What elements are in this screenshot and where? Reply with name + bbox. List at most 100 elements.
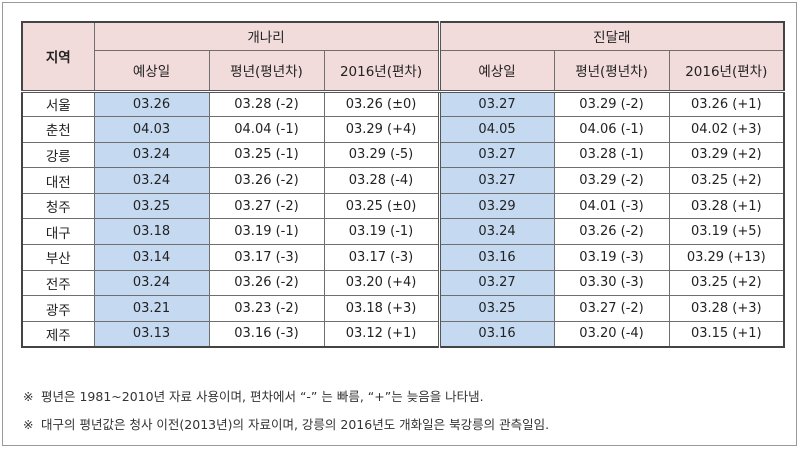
column-header: 예상일 (437, 49, 555, 93)
region-cell: 대구 (21, 218, 95, 246)
column-header: 2016년(편차) (668, 49, 786, 93)
forsythia-2016-cell: 03.18 (+3) (323, 295, 440, 322)
forsythia-normal-cell: 03.23 (-2) (208, 295, 325, 322)
header-row-groups: 지역 개나리 진달래 (21, 21, 786, 93)
azalea-normal-cell: 03.29 (-2) (553, 90, 670, 118)
forsythia-2016-cell: 03.12 (+1) (323, 320, 440, 348)
forsythia-normal-cell: 03.28 (-2) (208, 90, 325, 118)
forsythia-2016-cell: 03.29 (-5) (323, 141, 440, 169)
azalea-2016-cell: 04.02 (+3) (668, 116, 786, 143)
region-cell: 부산 (21, 244, 95, 271)
forsythia-normal-cell: 03.19 (-1) (208, 218, 325, 246)
azalea-predicted-date-cell: 03.27 (437, 141, 555, 169)
region-cell: 춘천 (21, 116, 95, 143)
azalea-2016-cell: 03.15 (+1) (668, 320, 786, 348)
forsythia-predicted-date-cell: 04.03 (93, 116, 210, 143)
column-header: 예상일 (93, 49, 210, 93)
region-cell: 강릉 (21, 141, 95, 169)
region-cell: 전주 (21, 269, 95, 297)
table-row: 부산 03.14 03.17 (-3) 03.17 (-3) 03.16 03.19 (-… (21, 244, 786, 271)
azalea-predicted-date-cell: 03.16 (437, 320, 555, 348)
azalea-normal-cell: 03.26 (-2) (553, 218, 670, 246)
azalea-2016-cell: 03.28 (+3) (668, 295, 786, 322)
forsythia-normal-cell: 03.26 (-2) (208, 269, 325, 297)
forsythia-2016-cell: 03.29 (+4) (323, 116, 440, 143)
table-row: 서울 03.26 03.28 (-2) 03.26 (±0) 03.27 03.29 (-… (21, 90, 786, 118)
azalea-predicted-date-cell: 03.16 (437, 244, 555, 271)
forsythia-normal-cell: 03.27 (-2) (208, 192, 325, 220)
forsythia-predicted-date-cell: 03.13 (93, 320, 210, 348)
azalea-2016-cell: 03.25 (+2) (668, 269, 786, 297)
forsythia-2016-cell: 03.25 (±0) (323, 192, 440, 220)
azalea-normal-cell: 03.19 (-3) (553, 244, 670, 271)
azalea-normal-cell: 03.27 (-2) (553, 295, 670, 322)
table-row: 강릉 03.24 03.25 (-1) 03.29 (-5) 03.27 03.28 (-… (21, 141, 786, 169)
azalea-predicted-date-cell: 03.25 (437, 295, 555, 322)
forsythia-predicted-date-cell: 03.18 (93, 218, 210, 246)
forsythia-predicted-date-cell: 03.24 (93, 269, 210, 297)
azalea-normal-cell: 04.01 (-3) (553, 192, 670, 220)
footnote: ※ 대구의 평년값은 청사 이전(2013년)의 자료이며, 강릉의 2016년도… (23, 411, 783, 439)
footnotes: ※ 평년은 1981~2010년 자료 사용이며, 편차에서 “-” 는 빠름, … (23, 383, 783, 439)
flowering-forecast-table: 지역 개나리 진달래 예상일 평년(평년차) 2016년(편차) 예상일 평년(… (21, 21, 786, 348)
forsythia-predicted-date-cell: 03.24 (93, 167, 210, 194)
forsythia-normal-cell: 04.04 (-1) (208, 116, 325, 143)
table-row: 제주 03.13 03.16 (-3) 03.12 (+1) 03.16 03.20 (-… (21, 320, 786, 348)
forsythia-2016-cell: 03.20 (+4) (323, 269, 440, 297)
column-header: 평년(평년차) (208, 49, 325, 93)
column-header: 2016년(편차) (323, 49, 440, 93)
table-row: 대구 03.18 03.19 (-1) 03.19 (-1) 03.24 03.26 (-… (21, 218, 786, 246)
azalea-predicted-date-cell: 03.27 (437, 167, 555, 194)
forsythia-normal-cell: 03.26 (-2) (208, 167, 325, 194)
table-row: 춘천 04.03 04.04 (-1) 03.29 (+4) 04.05 04.06 (-… (21, 116, 786, 143)
azalea-2016-cell: 03.29 (+13) (668, 244, 786, 271)
forsythia-2016-cell: 03.17 (-3) (323, 244, 440, 271)
forsythia-predicted-date-cell: 03.14 (93, 244, 210, 271)
forsythia-normal-cell: 03.16 (-3) (208, 320, 325, 348)
forsythia-predicted-date-cell: 03.24 (93, 141, 210, 169)
azalea-predicted-date-cell: 04.05 (437, 116, 555, 143)
forsythia-normal-cell: 03.25 (-1) (208, 141, 325, 169)
table-row: 청주 03.25 03.27 (-2) 03.25 (±0) 03.29 04.01 (-… (21, 192, 786, 220)
table-row: 대전 03.24 03.26 (-2) 03.28 (-4) 03.27 03.29 (-… (21, 167, 786, 194)
region-header: 지역 (21, 21, 95, 93)
forsythia-group-header: 개나리 (93, 21, 440, 51)
azalea-2016-cell: 03.19 (+5) (668, 218, 786, 246)
header-row-columns: 예상일 평년(평년차) 2016년(편차) 예상일 평년(평년차) 2016년(… (22, 49, 786, 93)
column-header: 평년(평년차) (553, 49, 670, 93)
azalea-2016-cell: 03.25 (+2) (668, 167, 786, 194)
table-row: 광주 03.21 03.23 (-2) 03.18 (+3) 03.25 03.27 (-… (21, 295, 786, 322)
azalea-group-header: 진달래 (437, 21, 786, 51)
region-cell: 제주 (21, 320, 95, 348)
azalea-predicted-date-cell: 03.27 (437, 90, 555, 118)
region-cell: 청주 (21, 192, 95, 220)
azalea-2016-cell: 03.26 (+1) (668, 90, 786, 118)
azalea-2016-cell: 03.28 (+1) (668, 192, 786, 220)
azalea-normal-cell: 03.30 (-3) (553, 269, 670, 297)
azalea-normal-cell: 03.28 (-1) (553, 141, 670, 169)
footnote-text: 대구의 평년값은 청사 이전(2013년)의 자료이며, 강릉의 2016년도 … (41, 417, 550, 432)
azalea-2016-cell: 03.29 (+2) (668, 141, 786, 169)
azalea-predicted-date-cell: 03.27 (437, 269, 555, 297)
azalea-predicted-date-cell: 03.29 (437, 192, 555, 220)
forsythia-predicted-date-cell: 03.25 (93, 192, 210, 220)
azalea-normal-cell: 03.20 (-4) (553, 320, 670, 348)
region-cell: 광주 (21, 295, 95, 322)
forsythia-2016-cell: 03.28 (-4) (323, 167, 440, 194)
note-mark: ※ (23, 417, 34, 432)
region-cell: 대전 (21, 167, 95, 194)
forsythia-2016-cell: 03.19 (-1) (323, 218, 440, 246)
forsythia-2016-cell: 03.26 (±0) (323, 90, 440, 118)
azalea-normal-cell: 03.29 (-2) (553, 167, 670, 194)
forsythia-predicted-date-cell: 03.21 (93, 295, 210, 322)
forsythia-predicted-date-cell: 03.26 (93, 90, 210, 118)
footnote-text: 평년은 1981~2010년 자료 사용이며, 편차에서 “-” 는 빠름, “… (41, 389, 484, 404)
azalea-normal-cell: 04.06 (-1) (553, 116, 670, 143)
forsythia-normal-cell: 03.17 (-3) (208, 244, 325, 271)
azalea-predicted-date-cell: 03.24 (437, 218, 555, 246)
table-row: 전주 03.24 03.26 (-2) 03.20 (+4) 03.27 03.30 (-… (21, 269, 786, 297)
footnote: ※ 평년은 1981~2010년 자료 사용이며, 편차에서 “-” 는 빠름, … (23, 383, 783, 411)
region-cell: 서울 (21, 90, 95, 118)
note-mark: ※ (23, 389, 34, 404)
